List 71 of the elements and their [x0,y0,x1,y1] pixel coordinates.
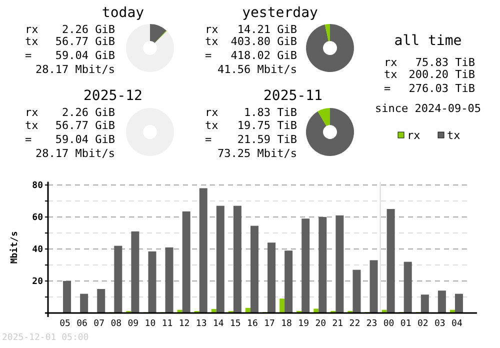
text: 41.56 Mbit/s [218,63,297,76]
text: 2.26 GiB [62,106,116,119]
text: 21.59 TiB [237,133,298,146]
text: 1.83 TiB [244,106,298,119]
y-tick-label: 20 [32,277,43,287]
x-tick-label: 13 [196,319,207,329]
text: 73.25 Mbit/s [218,147,297,160]
text: 59.04 GiB [55,49,116,62]
x-tick-label: 05 [60,319,70,329]
x-tick-label: 03 [434,319,446,329]
text: = [25,133,32,146]
x-tick-label: 01 [400,319,412,329]
text: 59.04 GiB [55,133,116,146]
text: 56.77 GiB [55,119,116,132]
chart-title: yesterday [242,5,318,21]
y-tick-label: 80 [32,181,43,191]
legend-label: tx [447,129,461,142]
y-tick-label: 40 [32,245,43,255]
chart-title: today [102,5,144,21]
x-tick-label: 00 [383,319,394,329]
x-tick-label: 15 [230,319,241,329]
x-tick-label: 17 [264,319,275,329]
text: 276.03 TiB [408,82,476,95]
text: rx [205,23,219,36]
text: rx [384,56,398,69]
x-tick-label: 14 [212,319,224,329]
text: since 2024-09-05 [375,102,481,115]
text: 28.17 Mbit/s [36,147,115,160]
x-tick-label: 08 [110,319,122,329]
text: 200.20 TiB [408,68,476,81]
x-tick-label: 11 [162,319,173,329]
x-tick-label: 22 [349,319,360,329]
text: 2.26 GiB [62,23,116,36]
text: tx [205,119,219,132]
x-tick-label: 16 [247,319,258,329]
text: tx [25,35,39,48]
text: = [205,49,212,62]
x-tick-label: 06 [76,319,88,329]
y-tick-label: 60 [32,213,43,223]
text: 75.83 TiB [415,56,476,69]
text: all time [394,33,462,49]
text: 56.77 GiB [55,35,116,48]
x-tick-label: 09 [128,319,139,329]
legend-label: rx [407,129,421,142]
x-tick-label: 12 [178,319,190,329]
x-tick-label: 20 [315,319,326,329]
text: tx [384,68,398,81]
text: tx [205,35,219,48]
chart-title: 2025-11 [263,88,323,104]
text: 403.80 GiB [230,35,298,48]
text: rx [205,106,219,119]
x-tick-label: 18 [281,319,292,329]
text: 28.17 Mbit/s [36,63,115,76]
text: tx [25,119,39,132]
chart-title: 2025-12 [83,88,143,104]
text: = [25,49,32,62]
x-tick-label: 19 [298,319,310,329]
x-tick-label: 04 [452,319,462,329]
text: 418.02 GiB [230,49,298,62]
x-tick-label: 07 [94,319,105,329]
x-tick-label: 02 [417,319,428,329]
x-tick-label: 21 [332,319,344,329]
text: = [205,133,212,146]
text: = [384,82,391,95]
text: 14.21 GiB [237,23,298,36]
x-tick-label: 23 [366,319,378,329]
x-tick-label: 10 [144,319,156,329]
y-axis-title: Mbit/s [9,231,20,264]
text: 19.75 TiB [237,119,298,132]
text: rx [25,106,39,119]
text: rx [25,23,39,36]
